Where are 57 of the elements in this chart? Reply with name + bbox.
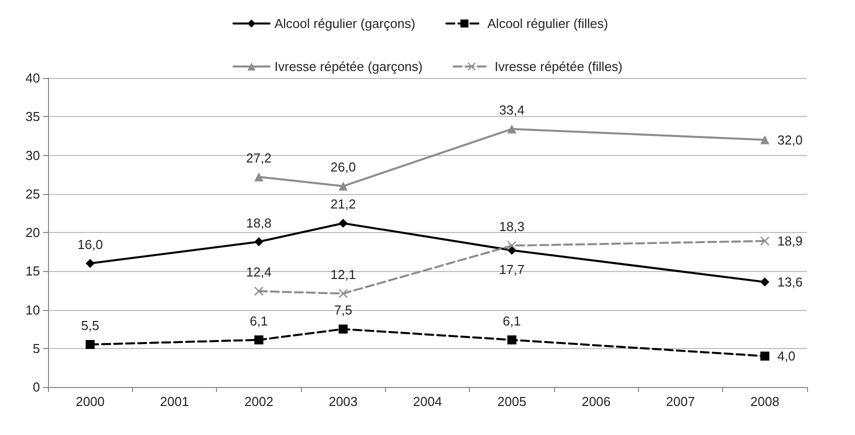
y-tick-label: 40: [26, 70, 40, 86]
point: [254, 335, 264, 344]
point: [507, 241, 516, 250]
data-label: 12,4: [246, 264, 272, 280]
y-tick-label: 5: [32, 340, 40, 356]
y-tick-label: 35: [26, 109, 40, 124]
y-tick-label: 25: [26, 186, 40, 202]
x-tick-label: 2003: [328, 394, 358, 409]
point: [760, 277, 770, 286]
point: [338, 324, 348, 334]
point: [338, 218, 348, 228]
point: [760, 135, 770, 144]
point: [86, 340, 95, 350]
legend-label: Alcool régulier (filles): [487, 16, 608, 31]
point: [760, 352, 770, 361]
x-tick-label: 2004: [413, 394, 442, 409]
legend-label: Alcool régulier (garçons): [274, 16, 416, 31]
x-tick-label: 2002: [244, 394, 274, 409]
x-tick-label: 2001: [160, 394, 189, 409]
data-label: 18,8: [246, 215, 272, 230]
data-label: 26,0: [330, 160, 356, 175]
data-label: 4,0: [777, 348, 796, 364]
x-tick-label: 2008: [750, 394, 780, 409]
data-label: 17,7: [499, 262, 524, 277]
y-tick-label: 20: [26, 225, 40, 240]
point: [254, 237, 264, 246]
data-label: 21,2: [330, 196, 356, 212]
y-tick-label: 30: [26, 148, 40, 163]
point: [254, 286, 264, 296]
data-label: 27,2: [246, 150, 272, 166]
y-tick-label: 10: [26, 302, 40, 318]
data-label: 6,1: [250, 313, 268, 328]
data-label: 18,9: [777, 233, 803, 248]
point: [507, 335, 516, 344]
point: [254, 172, 264, 182]
data-label: 12,1: [330, 267, 356, 282]
point: [507, 124, 516, 134]
point: [86, 258, 95, 268]
point: [760, 236, 770, 246]
data-label: 13,6: [777, 274, 803, 290]
data-label: 7,5: [334, 302, 352, 318]
data-label: 6,1: [502, 313, 521, 328]
data-label: 5,5: [81, 318, 100, 334]
data-label: 18,3: [499, 219, 524, 234]
data-label: 32,0: [777, 132, 803, 148]
y-tick-label: 0: [32, 380, 40, 394]
point: [338, 182, 348, 191]
point: [338, 289, 348, 298]
x-tick-label: 2007: [666, 394, 695, 409]
y-tick-label: 15: [26, 264, 40, 279]
data-label: 33,4: [499, 102, 524, 118]
data-label: 16,0: [78, 236, 103, 252]
x-tick-label: 2000: [76, 394, 105, 409]
x-tick-label: 2005: [497, 394, 526, 409]
x-tick-label: 2006: [582, 394, 611, 409]
legend-label: Ivresse répétée (filles): [494, 59, 623, 74]
legend-label: Ivresse répétée (garçons): [274, 59, 423, 74]
